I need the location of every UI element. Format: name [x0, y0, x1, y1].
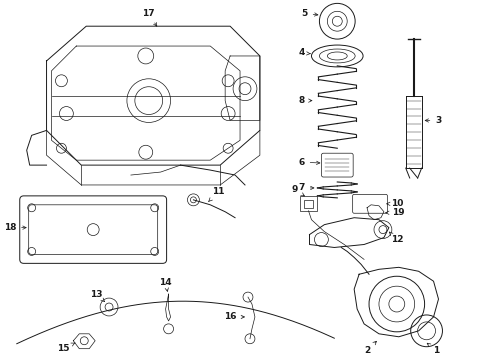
- Text: 12: 12: [390, 232, 403, 244]
- Bar: [299, 196, 318, 211]
- Text: 3: 3: [425, 116, 441, 125]
- Text: 15: 15: [57, 343, 75, 353]
- Text: 2: 2: [364, 341, 376, 355]
- Text: 8: 8: [298, 96, 312, 105]
- Text: 1: 1: [427, 343, 440, 355]
- Text: 18: 18: [3, 223, 26, 232]
- Text: 11: 11: [209, 188, 224, 201]
- Text: 9: 9: [292, 185, 304, 196]
- Text: 7: 7: [298, 184, 314, 193]
- Bar: [303, 200, 314, 208]
- Text: 19: 19: [386, 208, 405, 217]
- Text: 10: 10: [387, 199, 403, 208]
- Text: 14: 14: [159, 278, 172, 291]
- Text: 4: 4: [298, 49, 310, 58]
- Text: 16: 16: [224, 312, 245, 321]
- Text: 5: 5: [301, 9, 318, 18]
- Text: 17: 17: [143, 9, 157, 26]
- Text: 13: 13: [90, 289, 104, 302]
- Text: 6: 6: [298, 158, 320, 167]
